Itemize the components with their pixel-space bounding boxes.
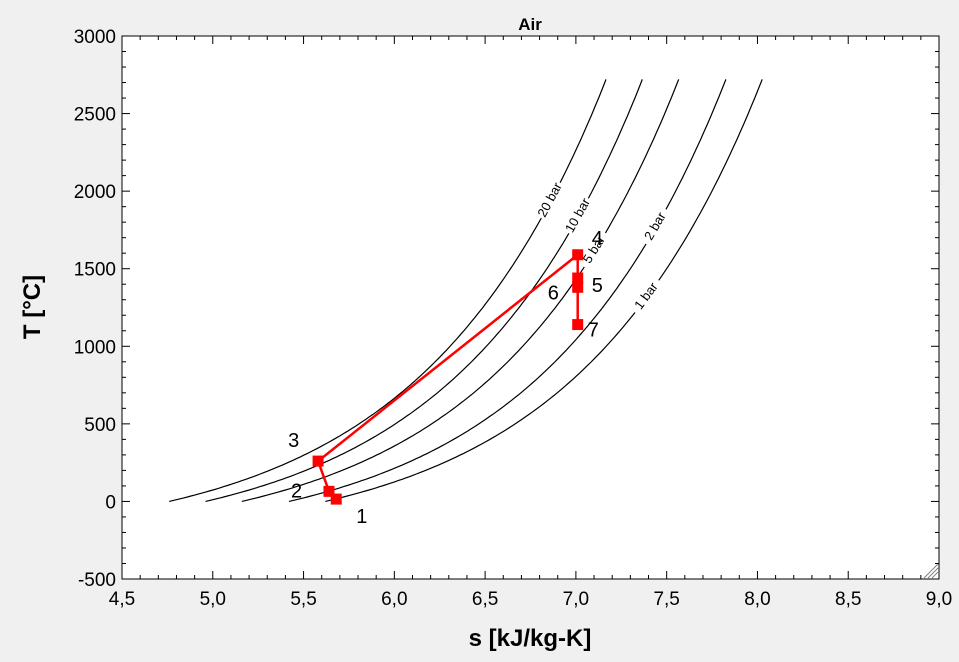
cycle-point-4 [572,249,584,261]
x-tick-label: 8,5 [835,589,861,610]
cycle-point-3 [312,455,324,467]
cycle-point-label-1: 1 [356,506,367,528]
cycle-path: 1 2 3 4 5 6 7 [288,228,603,528]
cycle-point-label-7: 7 [588,320,599,342]
x-tick-label: 7,0 [563,589,589,610]
y-tick-label: -500 [78,570,116,591]
x-tick-label: 4,5 [109,589,135,610]
resize-grip-icon[interactable] [923,563,939,579]
isobar-label-bg [576,228,610,270]
y-tick-label: 500 [84,415,116,436]
y-axis-title: T [°C] [19,275,46,339]
isobar-label-bg [628,275,664,316]
isobar-1-bar [325,79,763,502]
cycle-point-label-5: 5 [592,275,603,297]
cycle-point-label-4: 4 [592,228,603,250]
x-axis: 4,5 5,0 5,5 6,0 6,5 7,0 7,5 8,0 8,5 9,0 [109,36,952,610]
x-tick-label: 5,5 [290,589,316,610]
y-tick-label: 2000 [74,182,116,203]
cycle-point-7 [572,319,584,331]
chart-title: Air [518,15,542,34]
isobar-label-bg [533,178,565,221]
isobar-5-bar [241,79,680,502]
y-tick-label: 0 [105,492,116,513]
cycle-point-label-2: 2 [291,480,302,502]
cycle-segment-3-4 [317,253,579,463]
cycle-point-label-3: 3 [288,430,299,452]
cycle-point-2 [323,485,335,497]
cycle-point-1 [330,493,342,505]
cycle-point-5 [572,272,584,284]
x-tick-label: 9,0 [926,589,952,610]
y-tick-label: 3000 [74,27,116,48]
y-tick-label: 1000 [74,337,116,358]
x-tick-label: 8,0 [744,589,770,610]
y-axis: 3000 2500 2000 1500 1000 500 0 -500 [74,27,939,591]
x-tick-label: 7,5 [653,589,679,610]
cycle-point-6 [572,281,584,293]
isobar-label-bg [638,204,671,247]
isobar-label-bg [561,194,593,236]
x-tick-label: 6,0 [381,589,407,610]
isobar-20-bar [169,79,607,502]
plot-area [121,35,940,580]
x-axis-title: s [kJ/kg-K] [469,625,592,652]
x-tick-label: 5,0 [200,589,226,610]
y-tick-label: 1500 [74,260,116,281]
cycle-point-label-6: 6 [548,282,559,304]
y-tick-label: 2500 [74,105,116,126]
x-tick-label: 6,5 [472,589,498,610]
